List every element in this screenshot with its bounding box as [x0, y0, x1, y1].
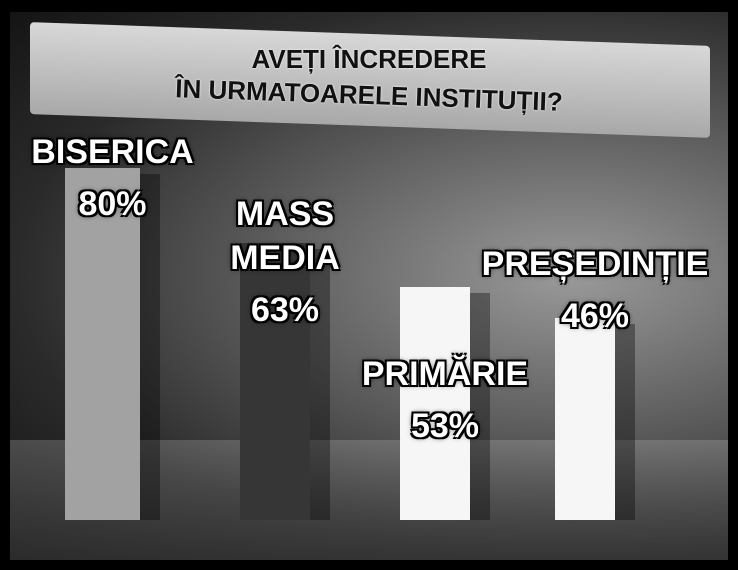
label-group: PREȘEDINȚIE 46%	[470, 242, 720, 338]
value-label: 53%	[335, 404, 555, 448]
category-label: MASS MEDIA	[215, 192, 355, 280]
label-group: MASS MEDIA 63%	[215, 192, 355, 332]
bar-side	[615, 324, 635, 520]
category-label: PRIMĂRIE	[335, 352, 555, 396]
value-label: 63%	[215, 288, 355, 332]
screen-frame: AVEȚI ÎNCREDERE ÎN URMATOARELE INSTITUȚI…	[0, 0, 738, 570]
label-group: BISERICA 80%	[10, 130, 228, 226]
value-label: 46%	[470, 294, 720, 338]
category-label: BISERICA	[10, 130, 228, 174]
category-label: PREȘEDINȚIE	[470, 242, 720, 286]
value-label: 80%	[10, 182, 228, 226]
bar	[555, 318, 615, 520]
chart: AVEȚI ÎNCREDERE ÎN URMATOARELE INSTITUȚI…	[10, 12, 728, 560]
label-group: PRIMĂRIE 53%	[335, 352, 555, 448]
